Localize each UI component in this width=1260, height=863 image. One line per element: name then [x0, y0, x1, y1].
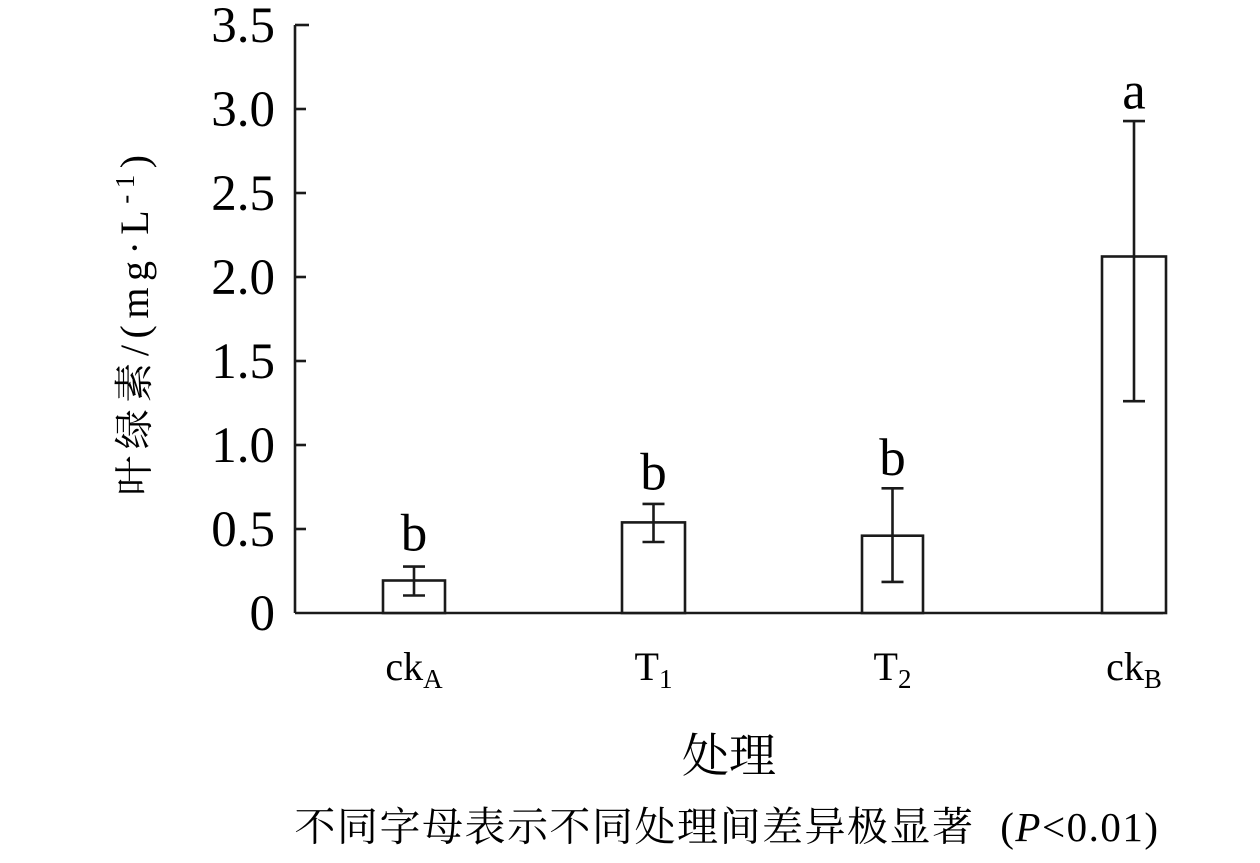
svg-text:b: b [401, 505, 428, 563]
svg-text:2.5: 2.5 [211, 166, 275, 222]
svg-text:b: b [879, 429, 906, 487]
svg-text:0: 0 [250, 586, 276, 642]
svg-text:1.5: 1.5 [211, 334, 275, 390]
svg-text:3.5: 3.5 [211, 0, 275, 54]
svg-text:a: a [1122, 63, 1146, 121]
svg-text:ckB: ckB [1106, 644, 1162, 694]
svg-text:0.5: 0.5 [211, 502, 275, 558]
svg-text:叶绿素/(mg·L-1): 叶绿素/(mg·L-1) [110, 148, 157, 495]
svg-text:ckA: ckA [385, 644, 443, 694]
svg-text:T1: T1 [635, 644, 673, 694]
svg-text:2.0: 2.0 [211, 250, 275, 306]
svg-text:1.0: 1.0 [211, 418, 275, 474]
svg-text:处理: 处理 [682, 731, 776, 783]
svg-text:3.0: 3.0 [211, 82, 275, 138]
svg-text:T2: T2 [874, 644, 912, 694]
svg-text:不同字母表示不同处理间差异极显著 (P<0.01): 不同字母表示不同处理间差异极显著 (P<0.01) [295, 804, 1160, 850]
svg-text:b: b [640, 444, 667, 502]
